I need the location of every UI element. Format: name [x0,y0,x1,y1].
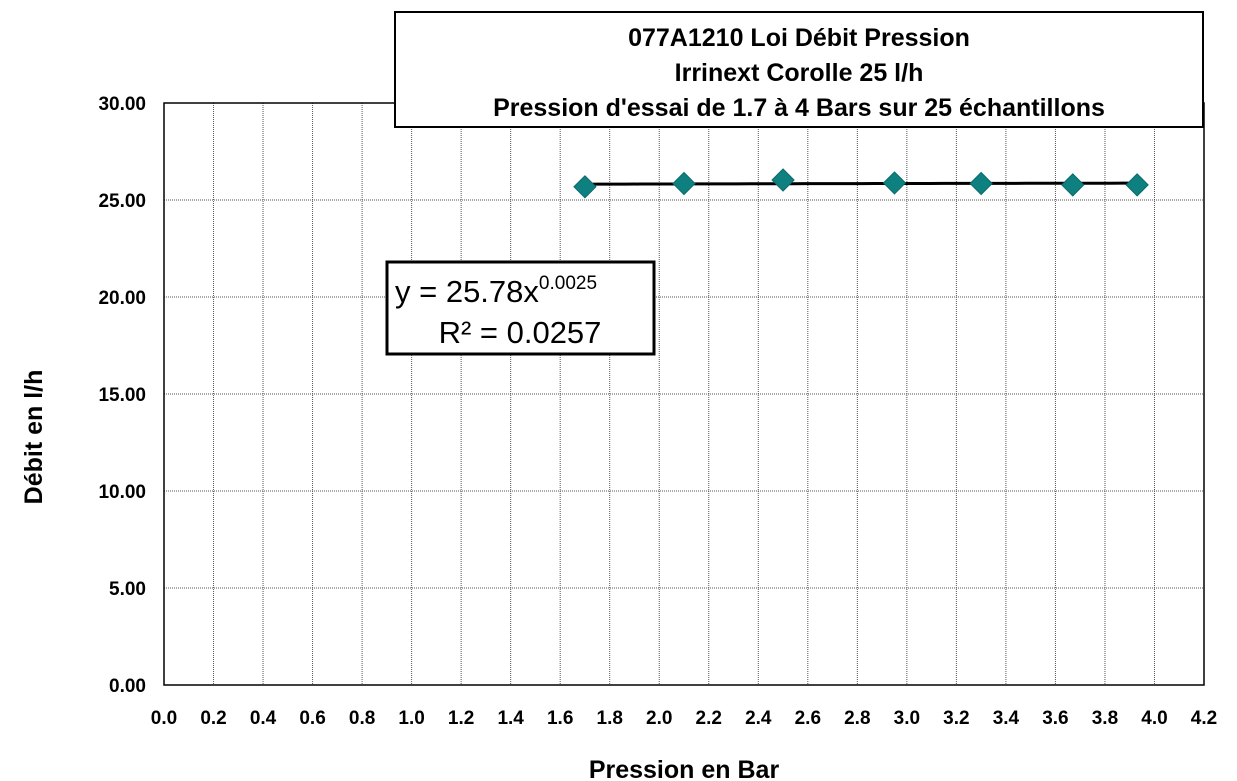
y-axis-title: Débit en l/h [20,370,48,505]
x-tick-label: 2.2 [696,708,722,729]
title-line-1: 077A1210 Loi Débit Pression [628,24,970,52]
data-point [672,171,696,196]
equation-base: y = 25.78x [395,274,539,309]
x-tick-label: 4.2 [1191,708,1217,729]
data-point [1125,173,1149,197]
grid [164,103,1204,685]
data-point [969,171,993,196]
x-tick-label: 1.8 [597,708,623,729]
x-tick-label: 0.0 [151,708,177,729]
x-tick-label: 3.0 [894,708,920,729]
r-squared-label: R² = 0.0257 [439,315,602,350]
x-tick-label: 3.4 [993,708,1020,729]
y-tick-label: 30.00 [98,94,146,115]
x-tick-label: 1.0 [398,708,424,729]
y-tick-label: 0.00 [109,676,146,697]
x-axis-title: Pression en Bar [589,756,780,781]
x-tick-label: 2.4 [745,708,772,729]
y-tick-label: 10.00 [98,482,146,503]
trendline [584,181,1138,186]
title-box: 077A1210 Loi Débit Pression Irrinext Cor… [394,11,1204,128]
equation-exponent: 0.0025 [539,273,597,294]
x-tick-labels: 0.0 0.2 0.4 0.6 0.8 1.0 1.2 1.4 1.6 1.8 2.0 2.2 2.4 2… [151,708,1217,729]
x-tick-label: 2.6 [795,708,821,729]
x-tick-label: 1.6 [547,708,573,729]
x-tick-label: 3.8 [1092,708,1118,729]
x-tick-label: 1.4 [497,708,524,729]
y-tick-label: 15.00 [98,385,146,406]
x-tick-label: 0.8 [349,708,375,729]
data-point [882,171,907,195]
title-line-3: Pression d'essai de 1.7 à 4 Bars sur 25 … [493,94,1105,122]
x-tick-label: 3.6 [1042,708,1068,729]
x-tick-label: 0.4 [250,708,277,729]
x-tick-label: 2.8 [844,708,870,729]
equation-box: y = 25.78x0.0025 R² = 0.0257 [385,260,656,356]
trendline-group [584,181,1138,186]
data-points [573,168,1149,199]
y-tick-label: 20.00 [98,288,146,309]
y-tick-labels: 0.00 5.00 10.00 15.00 20.00 25.00 30.00 [98,94,146,697]
x-tick-label: 0.2 [200,708,226,729]
x-tick-label: 0.6 [299,708,325,729]
x-tick-label: 4.0 [1141,708,1167,729]
equation-label: y = 25.78x0.0025 [395,273,597,309]
x-tick-label: 1.2 [448,708,474,729]
data-point [573,175,597,199]
y-tick-label: 5.00 [109,579,146,600]
data-point [1061,173,1085,197]
x-tick-label: 2.0 [646,708,672,729]
x-tick-label: 3.2 [943,708,969,729]
title-line-2: Irrinext Corolle 25 l/h [675,59,924,87]
y-tick-label: 25.00 [98,191,146,212]
data-point [771,168,795,192]
